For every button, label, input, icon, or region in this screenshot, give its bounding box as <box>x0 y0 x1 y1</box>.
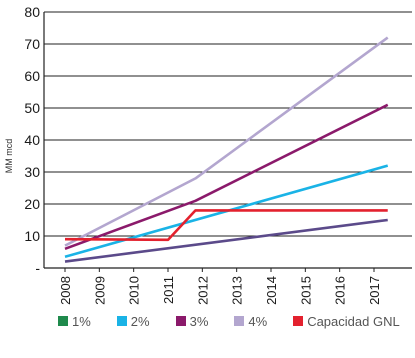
legend-swatch <box>175 316 186 326</box>
legend-swatch <box>293 316 304 326</box>
x-tick-label: 2017 <box>367 276 382 305</box>
x-tick-label: 2009 <box>92 276 107 305</box>
x-tick-label: 2012 <box>195 276 210 305</box>
legend-label: 4% <box>248 313 268 329</box>
x-tick-label: 2010 <box>127 276 142 305</box>
axes <box>43 12 412 272</box>
y-tick-label: 60 <box>24 68 40 84</box>
legend-item: 1% <box>58 314 91 329</box>
plot-area <box>64 36 389 263</box>
legend-item: 2% <box>116 313 150 329</box>
x-tick-label: 2011 <box>161 276 176 304</box>
legend-label: Capacidad GNL <box>307 313 400 329</box>
x-tick-label: 2014 <box>264 276 279 305</box>
y-tick-label: 50 <box>24 100 40 116</box>
gridlines <box>44 11 412 237</box>
extra-line-0 <box>64 218 388 263</box>
y-tick-label: 70 <box>24 36 40 52</box>
legend-swatch <box>58 316 68 326</box>
legend-swatch <box>116 316 127 326</box>
x-tick-label: 2015 <box>298 276 313 305</box>
y-tick-label: 10 <box>24 228 40 244</box>
legend-item: Capacidad GNL <box>293 314 400 329</box>
y-tick-label: 20 <box>24 196 40 212</box>
x-tick-label: 2013 <box>230 276 245 305</box>
y-tick-label: 30 <box>24 164 40 180</box>
legend: 1% 2% 3% 4% Capacidad GNL <box>58 312 400 330</box>
legend-swatch <box>234 316 245 326</box>
y-axis-ticks: - 10 20 30 40 50 60 70 80 <box>24 4 40 276</box>
legend-label: 3% <box>189 313 209 329</box>
y-axis-label: MM mcd <box>4 139 14 174</box>
legend-label: 2% <box>130 313 150 329</box>
series-line-4 <box>64 36 389 247</box>
series-line-5 <box>64 209 388 242</box>
x-tick-label: 2008 <box>58 276 73 305</box>
x-tick-label: 2016 <box>333 276 348 305</box>
legend-item: 4% <box>234 314 267 329</box>
y-tick-label: 40 <box>24 132 40 148</box>
y-tick-label: - <box>35 260 40 276</box>
series-line-3 <box>64 103 389 251</box>
legend-label: 1% <box>72 313 91 329</box>
y-tick-label: 80 <box>24 4 40 20</box>
x-axis-ticks: 2008 2009 2010 2011 2012 2013 2014 2015 2016 2017 <box>58 276 382 305</box>
legend-item: 3% <box>175 313 209 329</box>
